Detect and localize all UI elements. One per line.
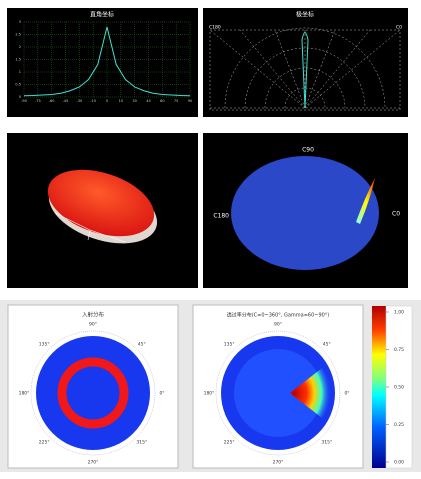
intensity-streak bbox=[356, 178, 375, 224]
angle-label: 0° bbox=[344, 391, 349, 397]
panel-title: 透过率分布(C=0~360°, Gamma=60~90°) bbox=[227, 312, 330, 319]
y-tick-label: 2.5 bbox=[15, 33, 21, 37]
y-tick-label: 1.5 bbox=[15, 58, 21, 62]
angle-label: 180° bbox=[204, 391, 215, 397]
axis-label: C0 bbox=[396, 25, 402, 31]
transmission-hotspot bbox=[290, 368, 331, 418]
colorbar-tick-label: 0.25 bbox=[394, 422, 404, 428]
y-tick-label: 0.5 bbox=[15, 83, 21, 87]
panel-title: 直角坐标 bbox=[90, 11, 114, 19]
angle-label: 135° bbox=[39, 342, 50, 348]
y-tick-label: 1 bbox=[19, 70, 21, 74]
panel-title: 极坐标 bbox=[296, 11, 314, 19]
colorbar-tick-label: 0.00 bbox=[394, 460, 404, 466]
x-tick-label: -15 bbox=[90, 99, 96, 103]
angle-label: 45° bbox=[323, 342, 331, 348]
x-tick-label: -75 bbox=[35, 99, 41, 103]
x-tick-label: 15 bbox=[119, 99, 123, 103]
angle-label: 225° bbox=[39, 439, 50, 445]
colorbar-tick-label: 0.50 bbox=[394, 385, 404, 391]
angle-label: 0° bbox=[159, 391, 164, 397]
axis-label: C0 bbox=[392, 211, 400, 218]
angle-label: 180° bbox=[19, 391, 30, 397]
axis-label: C90 bbox=[302, 147, 314, 154]
colorbar-tick-label: 0.75 bbox=[394, 347, 404, 353]
x-tick-label: 0 bbox=[106, 99, 108, 103]
y-tick-label: 2 bbox=[19, 45, 21, 49]
panel bbox=[7, 8, 198, 117]
x-tick-label: 75 bbox=[174, 99, 178, 103]
y-tick-label: 3 bbox=[19, 20, 21, 24]
angle-label: 90° bbox=[89, 322, 97, 328]
x-tick-label: 45 bbox=[146, 99, 150, 103]
incident-ring bbox=[57, 357, 129, 429]
x-tick-label: -90 bbox=[21, 99, 27, 103]
angle-label: 270° bbox=[273, 460, 284, 466]
angle-label: 225° bbox=[224, 439, 235, 445]
x-tick-label: 30 bbox=[132, 99, 136, 103]
angle-label: 45° bbox=[138, 342, 146, 348]
axis-lines bbox=[54, 212, 126, 243]
polar-frame bbox=[215, 330, 341, 456]
colorbar-axis bbox=[385, 305, 413, 469]
transmission-inner bbox=[234, 349, 322, 437]
colorbar bbox=[372, 306, 386, 468]
angle-label: 90° bbox=[274, 322, 282, 328]
polar-lobe bbox=[301, 32, 309, 109]
axis-label: C180 bbox=[213, 213, 229, 220]
line-series bbox=[23, 26, 191, 97]
x-tick-label: -60 bbox=[49, 99, 55, 103]
dome bbox=[47, 169, 155, 237]
angle-label: 270° bbox=[88, 460, 99, 466]
angle-label: 135° bbox=[224, 342, 235, 348]
panel-title: 入射分布 bbox=[82, 311, 105, 319]
x-tick-label: -45 bbox=[63, 99, 69, 103]
angle-label: 315° bbox=[321, 439, 332, 445]
y-tick-label: 0 bbox=[19, 95, 21, 99]
axis-label: C180 bbox=[209, 25, 221, 31]
angle-label: 315° bbox=[136, 439, 147, 445]
x-tick-label: 60 bbox=[160, 99, 164, 103]
polar-frame bbox=[30, 330, 156, 456]
x-tick-label: 90 bbox=[188, 99, 192, 103]
projection bbox=[231, 156, 379, 270]
x-tick-label: -30 bbox=[76, 99, 82, 103]
colorbar-tick-label: 1.00 bbox=[394, 310, 404, 316]
incident-field bbox=[36, 336, 150, 450]
polar-grid bbox=[209, 27, 401, 111]
